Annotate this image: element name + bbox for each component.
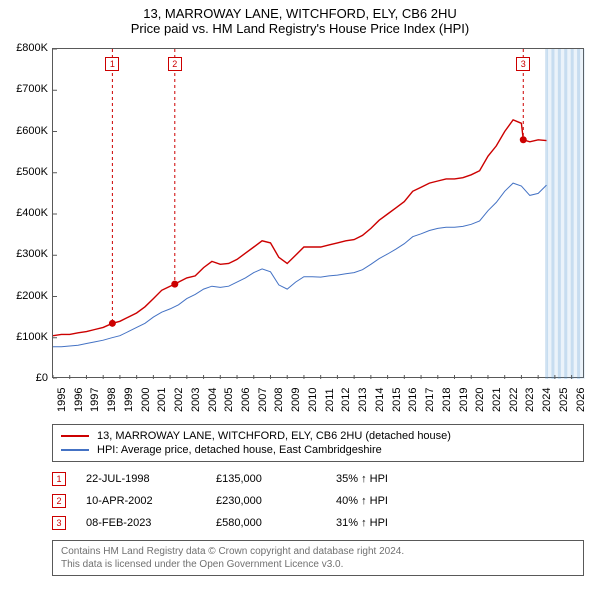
chart-title: 13, MARROWAY LANE, WITCHFORD, ELY, CB6 2… bbox=[8, 6, 592, 21]
x-tick-label: 2011 bbox=[324, 388, 336, 412]
x-tick-label: 2013 bbox=[357, 388, 369, 412]
y-tick-label: £800K bbox=[16, 42, 48, 54]
x-tick-label: 2001 bbox=[156, 388, 168, 412]
sale-marker-2: 2 bbox=[168, 57, 182, 71]
x-tick-label: 2020 bbox=[474, 388, 486, 412]
legend-box: 13, MARROWAY LANE, WITCHFORD, ELY, CB6 2… bbox=[52, 424, 584, 462]
footer-box: Contains HM Land Registry data © Crown c… bbox=[52, 540, 584, 576]
x-tick-label: 2002 bbox=[173, 388, 185, 412]
x-tick-label: 2009 bbox=[290, 388, 302, 412]
x-tick-label: 2015 bbox=[391, 388, 403, 412]
x-tick-label: 2003 bbox=[190, 388, 202, 412]
x-tick-label: 2018 bbox=[441, 388, 453, 412]
sale-price: £580,000 bbox=[216, 517, 336, 529]
y-axis-labels: £0£100K£200K£300K£400K£500K£600K£700K£80… bbox=[8, 48, 50, 378]
legend-swatch bbox=[61, 435, 89, 437]
y-tick-label: £600K bbox=[16, 125, 48, 137]
y-tick-label: £300K bbox=[16, 248, 48, 260]
series-hpi bbox=[53, 183, 547, 347]
y-tick-label: £700K bbox=[16, 83, 48, 95]
footer-line-2: This data is licensed under the Open Gov… bbox=[61, 558, 575, 571]
sale-marker-icon: 2 bbox=[52, 494, 66, 508]
footer-line-1: Contains HM Land Registry data © Crown c… bbox=[61, 545, 575, 558]
chart-subtitle: Price paid vs. HM Land Registry's House … bbox=[8, 21, 592, 36]
legend-label: HPI: Average price, detached house, East… bbox=[97, 444, 382, 456]
x-tick-label: 2010 bbox=[307, 388, 319, 412]
sale-date: 10-APR-2002 bbox=[86, 495, 216, 507]
x-tick-label: 1999 bbox=[123, 388, 135, 412]
y-tick-label: £500K bbox=[16, 166, 48, 178]
x-tick-label: 2014 bbox=[374, 388, 386, 412]
x-axis-labels: 1995 1996 1997 1998 1999 2000 2001 2002 2003 2004… bbox=[52, 380, 584, 420]
y-tick-label: £0 bbox=[36, 372, 48, 384]
sale-hpi: 31% ↑ HPI bbox=[336, 517, 584, 529]
x-tick-label: 2023 bbox=[524, 388, 536, 412]
legend-swatch bbox=[61, 449, 89, 451]
sale-row: 1 22-JUL-1998£135,00035% ↑ HPI bbox=[52, 468, 584, 490]
x-tick-label: 2019 bbox=[458, 388, 470, 412]
x-tick-label: 2016 bbox=[407, 388, 419, 412]
sale-marker-icon: 3 bbox=[52, 516, 66, 530]
sale-marker-icon: 1 bbox=[52, 472, 66, 486]
sale-hpi: 35% ↑ HPI bbox=[336, 473, 584, 485]
x-tick-label: 2004 bbox=[207, 388, 219, 412]
chart-svg bbox=[53, 49, 585, 379]
title-block: 13, MARROWAY LANE, WITCHFORD, ELY, CB6 2… bbox=[8, 6, 592, 36]
x-tick-label: 2000 bbox=[140, 388, 152, 412]
sale-marker-3: 3 bbox=[516, 57, 530, 71]
x-tick-label: 2017 bbox=[424, 388, 436, 412]
x-tick-label: 2026 bbox=[575, 388, 587, 412]
sale-row: 3 08-FEB-2023£580,00031% ↑ HPI bbox=[52, 512, 584, 534]
series-price_paid bbox=[53, 120, 547, 336]
x-tick-label: 1997 bbox=[89, 388, 101, 412]
x-tick-label: 2022 bbox=[508, 388, 520, 412]
sale-date: 08-FEB-2023 bbox=[86, 517, 216, 529]
x-tick-label: 2021 bbox=[491, 388, 503, 412]
x-tick-label: 2007 bbox=[257, 388, 269, 412]
x-tick-label: 1995 bbox=[56, 388, 68, 412]
y-tick-label: £400K bbox=[16, 207, 48, 219]
x-tick-label: 2005 bbox=[223, 388, 235, 412]
sale-price: £230,000 bbox=[216, 495, 336, 507]
x-tick-label: 1998 bbox=[106, 388, 118, 412]
y-tick-label: £200K bbox=[16, 290, 48, 302]
x-tick-label: 2006 bbox=[240, 388, 252, 412]
sale-price: £135,000 bbox=[216, 473, 336, 485]
legend-item: 13, MARROWAY LANE, WITCHFORD, ELY, CB6 2… bbox=[61, 429, 575, 443]
sale-date: 22-JUL-1998 bbox=[86, 473, 216, 485]
sales-table: 1 22-JUL-1998£135,00035% ↑ HPI 2 10-APR-200… bbox=[52, 468, 584, 534]
x-tick-label: 2024 bbox=[541, 388, 553, 412]
legend-label: 13, MARROWAY LANE, WITCHFORD, ELY, CB6 2… bbox=[97, 430, 451, 442]
chart-plot: 1 2 3 bbox=[52, 48, 584, 378]
legend-item: HPI: Average price, detached house, East… bbox=[61, 443, 575, 457]
x-tick-label: 2008 bbox=[273, 388, 285, 412]
x-tick-label: 2025 bbox=[558, 388, 570, 412]
sale-marker-1: 1 bbox=[105, 57, 119, 71]
x-tick-label: 1996 bbox=[73, 388, 85, 412]
sale-hpi: 40% ↑ HPI bbox=[336, 495, 584, 507]
y-tick-label: £100K bbox=[16, 331, 48, 343]
chart-area: £0 £100K £200K £300K £400K £500K £600K £700K £80… bbox=[8, 40, 592, 420]
x-tick-label: 2012 bbox=[340, 388, 352, 412]
sale-row: 2 10-APR-2002£230,00040% ↑ HPI bbox=[52, 490, 584, 512]
